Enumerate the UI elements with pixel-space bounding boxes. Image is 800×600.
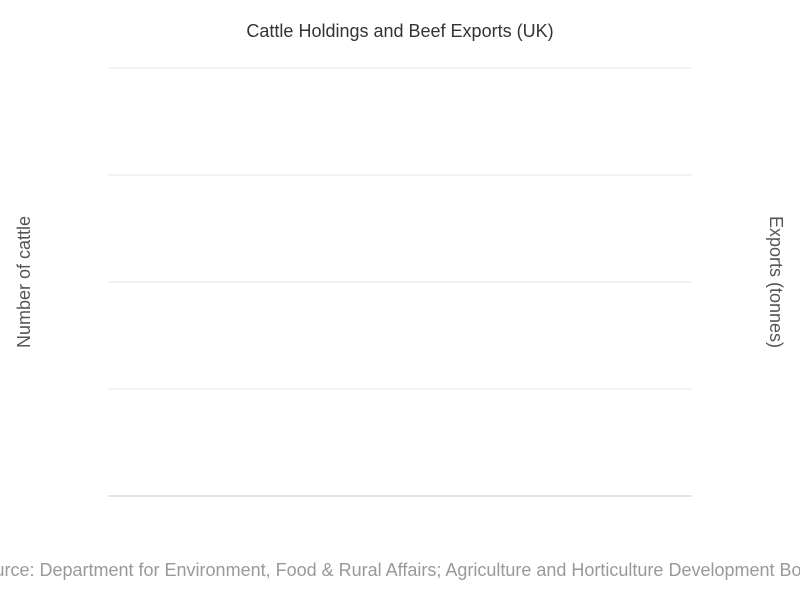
chart-title: Cattle Holdings and Beef Exports (UK) <box>246 21 553 41</box>
secondary-y-axis-label: Exports (tonnes) <box>766 216 786 348</box>
gridlines <box>108 67 692 390</box>
y-axis-label: Number of cattle <box>14 216 34 348</box>
source-note: Source: Department for Environment, Food… <box>0 560 800 580</box>
